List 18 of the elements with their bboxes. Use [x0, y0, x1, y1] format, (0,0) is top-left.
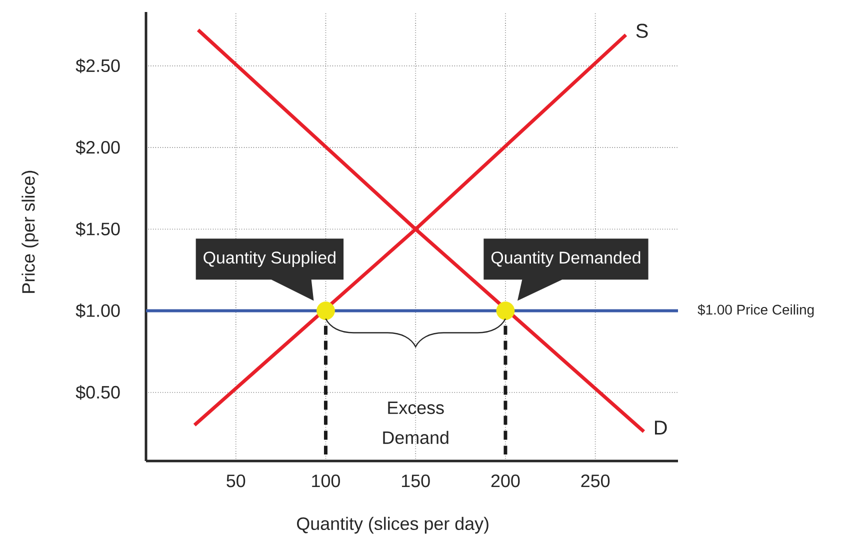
annotation: Quantity Demanded [491, 251, 640, 267]
y-tick-label: $2.50 [76, 58, 120, 74]
x-tick-label: 100 [312, 474, 340, 488]
x-tick-label: 250 [581, 474, 610, 488]
series-label: S [636, 24, 648, 38]
x-tick-label: 200 [491, 474, 520, 488]
x-axis-title: Quantity (slices per day) [297, 516, 488, 534]
x-tick-label: 150 [402, 474, 430, 488]
annotation: Quantity Supplied [204, 251, 336, 267]
y-tick-label: $1.00 [76, 304, 120, 318]
ref-line-label: $1.00 Price Ceiling [698, 304, 814, 318]
y-tick-label: $0.50 [76, 385, 120, 400]
y-tick-label: $2.00 [76, 140, 120, 155]
x-tick-label: 50 [226, 474, 246, 488]
annotation: Excess Demand [383, 402, 448, 444]
series-label: D [655, 420, 667, 434]
y-axis-title: Price (per slice) [22, 170, 38, 293]
y-tick-label: $1.50 [76, 222, 120, 236]
